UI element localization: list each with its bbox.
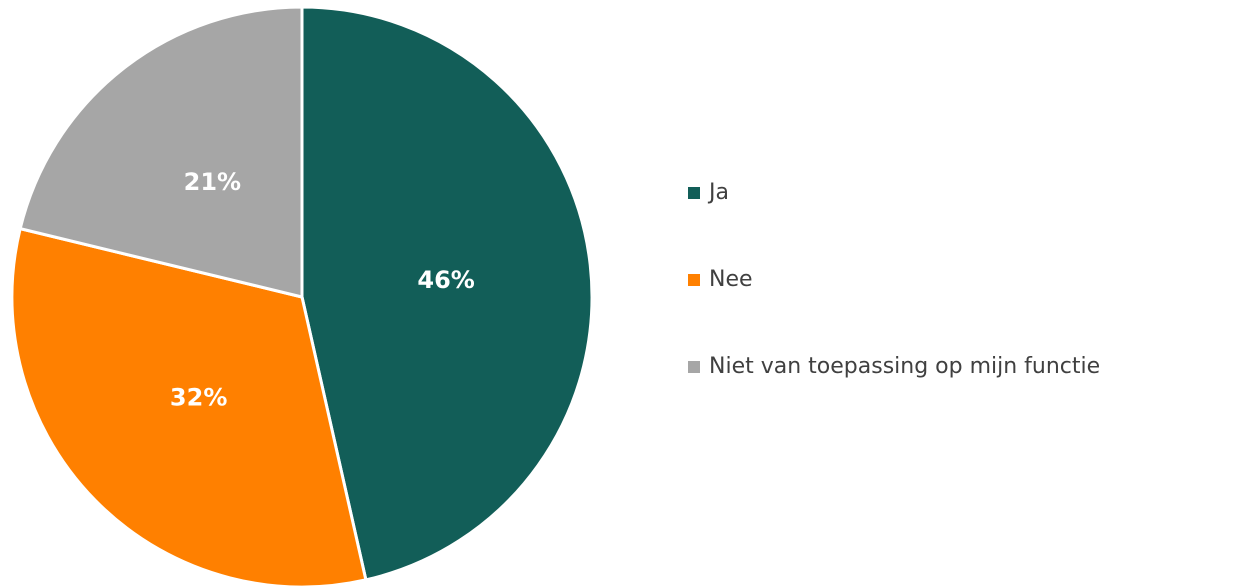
legend-label: Nee bbox=[709, 267, 753, 292]
pie-slice bbox=[18, 5, 304, 299]
legend-label: Niet van toepassing op mijn functie bbox=[709, 354, 1100, 379]
legend-swatch bbox=[688, 187, 700, 199]
legend-label: Ja bbox=[707, 180, 729, 205]
legend-swatch bbox=[688, 361, 700, 373]
pie-slice bbox=[300, 5, 594, 582]
value-label: 32% bbox=[170, 384, 227, 412]
legend-swatch bbox=[688, 274, 700, 286]
pie-slice bbox=[10, 226, 368, 586]
value-label: 21% bbox=[184, 168, 241, 196]
value-label: 46% bbox=[417, 266, 474, 294]
